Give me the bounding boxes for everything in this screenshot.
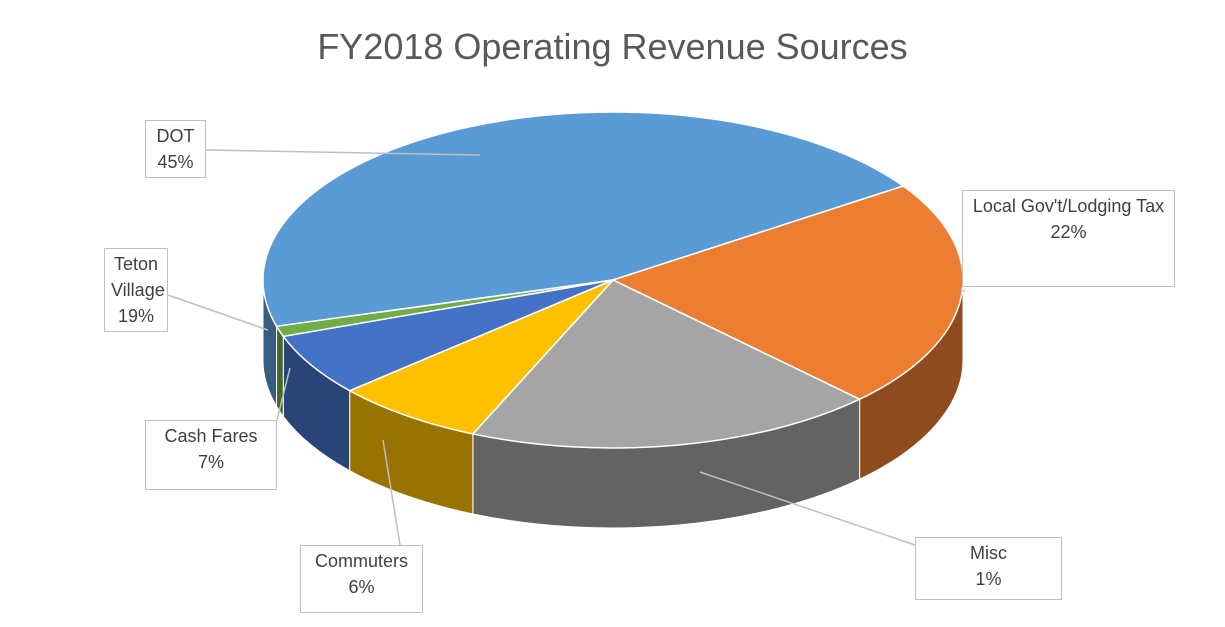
leader-line	[699, 471, 916, 546]
data-label: DOT 45%	[145, 120, 206, 178]
pie-slice	[347, 279, 614, 435]
label-name: DOT	[156, 126, 195, 146]
pie-slice	[262, 111, 905, 328]
label-name: Commuters	[314, 551, 408, 571]
label-value: 1%	[975, 569, 1002, 589]
label-name: Teton Village	[111, 254, 165, 300]
leader-line	[167, 294, 269, 331]
label-value: 7%	[197, 452, 224, 472]
pie-slice	[275, 279, 614, 338]
data-label: Teton Village 19%	[104, 248, 168, 332]
slice-side	[276, 324, 284, 418]
label-name: Cash Fares	[164, 426, 258, 446]
data-label: Misc 1%	[915, 537, 1062, 600]
data-label: Local Gov't/Lodging Tax 22%	[962, 190, 1175, 287]
data-label: Cash Fares 7%	[145, 420, 277, 490]
leader-line	[382, 439, 401, 546]
label-value: 6%	[348, 577, 375, 597]
pie-slice	[610, 185, 964, 401]
label-name: Misc	[970, 543, 1007, 563]
label-value: 45%	[157, 152, 194, 172]
leader-line	[961, 289, 966, 293]
leader-line	[205, 149, 481, 156]
pie-slice	[471, 279, 862, 449]
label-value: 22%	[1050, 222, 1087, 242]
label-name: Local Gov't/Lodging Tax	[972, 196, 1165, 216]
label-value: 19%	[117, 306, 155, 326]
chart-title: FY2018 Operating Revenue Sources	[317, 26, 908, 67]
pie-slice	[281, 279, 614, 392]
data-label: Commuters 6%	[300, 545, 423, 613]
leader-line	[276, 367, 291, 421]
